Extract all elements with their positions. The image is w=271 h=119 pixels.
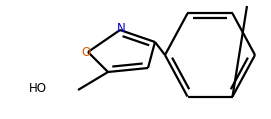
Text: O: O: [81, 47, 91, 60]
Text: N: N: [117, 22, 125, 35]
Text: HO: HO: [29, 82, 47, 94]
